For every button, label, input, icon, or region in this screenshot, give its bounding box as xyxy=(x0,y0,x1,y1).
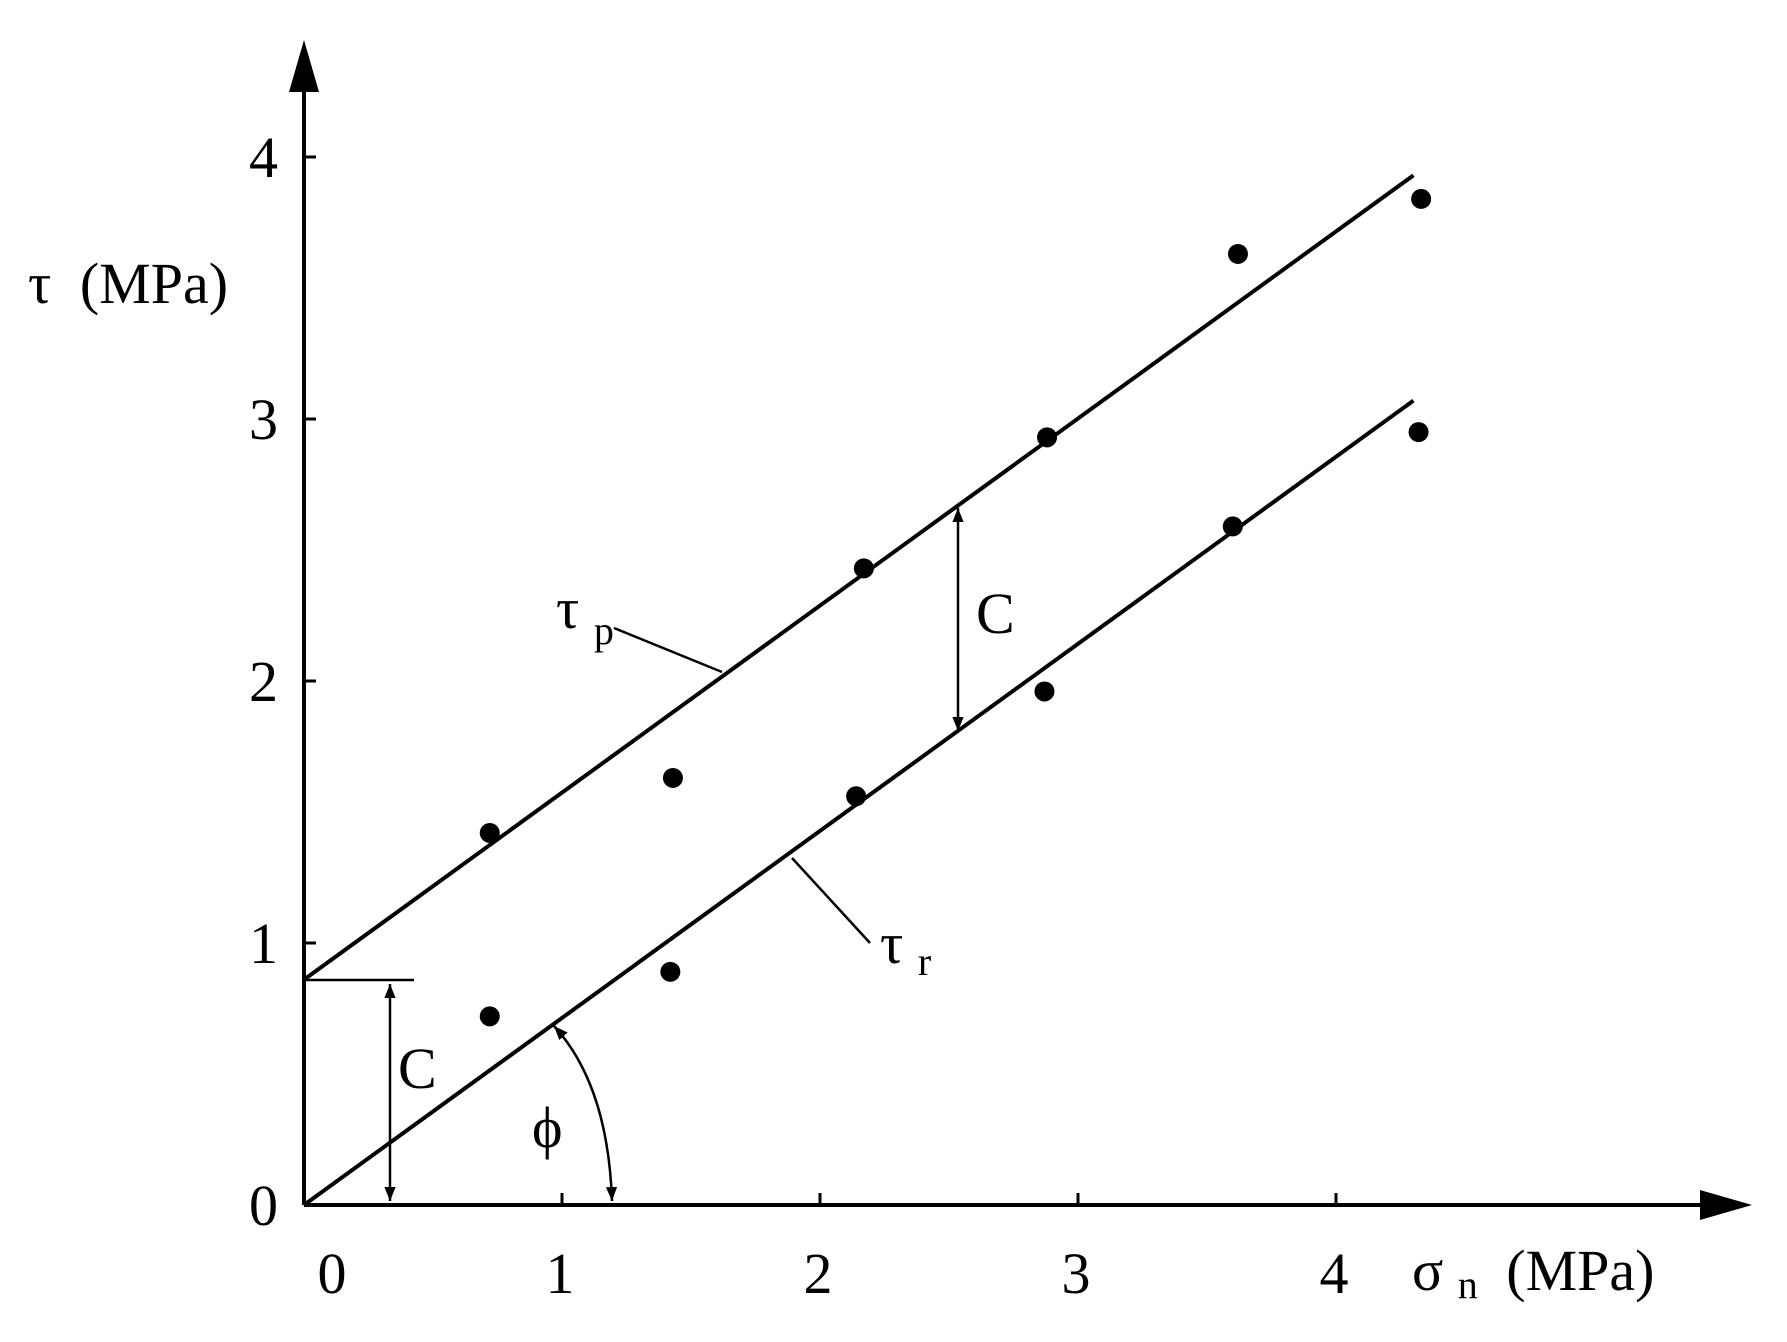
tau-p-subscript: p xyxy=(594,608,614,653)
friction-angle-arc xyxy=(553,1025,618,1202)
data-point-series-0 xyxy=(1227,243,1248,264)
y-axis-title: τ (MPa) xyxy=(28,251,228,316)
x-tick-label: 1 xyxy=(546,1241,575,1306)
fit-lines xyxy=(302,173,1415,1207)
tau-p-leader-line xyxy=(613,626,723,674)
data-point-series-1 xyxy=(1222,516,1243,537)
axes xyxy=(289,40,1752,1220)
y-axis-unit: (MPa) xyxy=(80,251,228,316)
cohesion-label-left: C xyxy=(398,1036,437,1101)
data-point-series-0 xyxy=(1411,188,1432,209)
friction-angle-label: ϕ xyxy=(532,1095,563,1160)
ticks: 0 1 2 3 4 0 1 2 3 4 xyxy=(249,125,1349,1306)
y-tick-label: 4 xyxy=(249,125,278,190)
data-point-series-1 xyxy=(479,1006,500,1027)
x-axis-arrowhead xyxy=(1700,1190,1752,1220)
tau-p-symbol: τ xyxy=(556,576,579,641)
x-tick-label: 3 xyxy=(1062,1241,1091,1306)
x-axis-symbol: σ xyxy=(1412,1238,1443,1303)
tau-r-leader-line xyxy=(791,857,871,944)
y-axis-symbol: τ xyxy=(28,251,51,316)
y-tick-label: 1 xyxy=(249,911,278,976)
data-point-series-1 xyxy=(660,961,681,982)
tau-r-subscript: r xyxy=(918,939,931,984)
y-tick-label: 2 xyxy=(249,649,278,714)
x-axis-title: σ n (MPa) xyxy=(1412,1238,1654,1311)
x-tick-label: 0 xyxy=(318,1241,347,1306)
data-point-series-0 xyxy=(1037,427,1058,448)
data-point-series-0 xyxy=(662,767,683,788)
data-point-series-1 xyxy=(1034,681,1055,702)
cohesion-annotation-left: C xyxy=(304,978,437,1201)
fit-line-series-0 xyxy=(302,173,1415,982)
friction-angle-annotation: ϕ xyxy=(532,1025,618,1202)
series-label-tau-r: τ r xyxy=(791,857,931,984)
x-axis-subscript: n xyxy=(1458,1262,1478,1307)
tau-r-symbol: τ xyxy=(880,911,903,976)
data-point-series-0 xyxy=(853,558,874,579)
x-tick-label: 2 xyxy=(804,1241,833,1306)
x-tick-label: 4 xyxy=(1320,1241,1349,1306)
cohesion-label-middle: C xyxy=(976,581,1015,646)
y-axis-arrowhead xyxy=(289,40,319,92)
cohesion-annotation-middle: C xyxy=(952,508,1015,731)
x-axis-unit: (MPa) xyxy=(1506,1238,1654,1303)
data-point-series-0 xyxy=(479,822,500,843)
series-label-tau-p: τ p xyxy=(556,576,723,674)
svg-text:τ p: τ p xyxy=(556,576,614,653)
data-point-series-1 xyxy=(846,786,867,807)
y-tick-label: 0 xyxy=(249,1173,278,1238)
data-point-series-1 xyxy=(1408,422,1429,443)
data-points xyxy=(479,188,1432,1027)
svg-text:τ r: τ r xyxy=(880,911,931,984)
y-tick-label: 3 xyxy=(249,387,278,452)
